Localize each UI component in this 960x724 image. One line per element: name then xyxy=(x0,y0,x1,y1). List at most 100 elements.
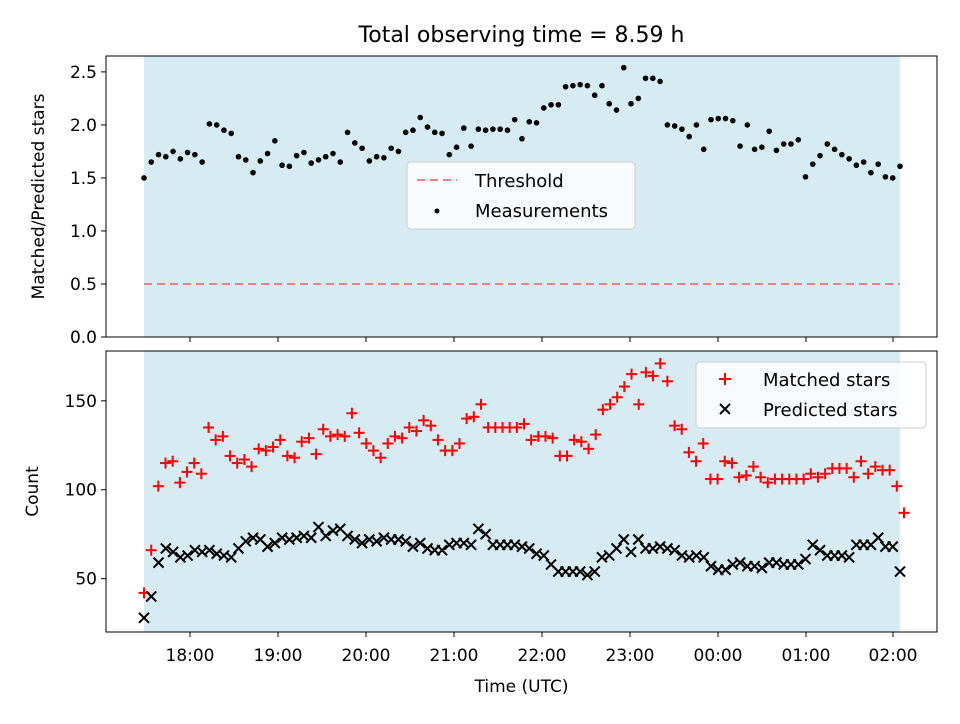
matched-stars-series xyxy=(138,357,910,599)
measurement-point xyxy=(352,140,358,146)
matched-star-point xyxy=(884,464,896,476)
measurement-point xyxy=(402,129,409,136)
measurement-point xyxy=(737,143,743,149)
matched-star-point xyxy=(410,425,422,437)
matched-star-point xyxy=(375,452,387,464)
measurement-point xyxy=(613,107,620,113)
predicted-star-point xyxy=(792,558,804,571)
measurement-point xyxy=(373,153,380,160)
measurement-point xyxy=(235,153,242,160)
matched-star-point xyxy=(310,448,322,460)
measurement-point xyxy=(410,127,416,134)
matched-star-point xyxy=(432,434,444,446)
measurement-point xyxy=(453,144,460,150)
predicted-star-point xyxy=(349,533,361,546)
measurement-point xyxy=(562,83,569,90)
measurement-point xyxy=(570,82,576,89)
matched-star-point xyxy=(203,421,215,433)
predicted-star-point xyxy=(138,612,150,624)
matched-star-point xyxy=(654,357,666,369)
matched-star-point xyxy=(396,432,408,444)
matched-star-point xyxy=(231,457,243,469)
measurement-point xyxy=(322,153,329,160)
matched-star-point xyxy=(382,437,394,449)
matched-star-point xyxy=(511,421,523,433)
predicted-star-point xyxy=(538,549,550,562)
top-x-ticks xyxy=(189,337,894,342)
matched-star-point xyxy=(669,420,681,432)
measurement-point xyxy=(446,151,453,158)
bottom-y-tick-label: 150 xyxy=(65,392,97,412)
matched-star-point xyxy=(626,368,638,380)
top-legend: Threshold Measurements xyxy=(406,161,636,230)
top-y-tick-label: 2.0 xyxy=(70,116,97,136)
measurement-point xyxy=(548,101,554,108)
predicted-star-point xyxy=(225,551,237,564)
predicted-star-point xyxy=(472,523,485,535)
measurement-point xyxy=(504,127,511,134)
matched-star-point xyxy=(518,418,530,430)
measurement-point xyxy=(461,125,467,131)
matched-star-point xyxy=(461,413,473,425)
matched-star-point xyxy=(152,480,164,492)
matched-star-point xyxy=(188,457,200,469)
matched-star-point xyxy=(819,468,831,480)
x-tick-label: 19:00 xyxy=(254,646,303,666)
predicted-star-point xyxy=(698,551,710,564)
measurement-point xyxy=(773,147,780,154)
measurement-point xyxy=(526,118,533,125)
matched-star-point xyxy=(224,450,236,462)
predicted-star-point xyxy=(312,521,325,533)
measurement-point xyxy=(606,100,613,107)
measurement-point xyxy=(853,162,860,169)
predicted-star-point xyxy=(668,544,681,556)
matched-star-point xyxy=(167,455,179,467)
predicted-star-point xyxy=(807,539,819,551)
matched-star-point xyxy=(647,370,659,382)
predicted-star-point xyxy=(341,530,354,542)
predicted-star-point xyxy=(479,528,492,540)
measurement-point xyxy=(257,158,264,164)
matched-star-point xyxy=(733,471,745,483)
measurement-point xyxy=(555,101,562,108)
measurement-point xyxy=(439,130,445,137)
predicted-star-point xyxy=(625,546,637,558)
measurement-point xyxy=(293,152,300,159)
measurement-point xyxy=(308,160,314,166)
matched-star-point xyxy=(762,477,774,489)
measurement-point xyxy=(817,152,823,159)
predicted-stars-series xyxy=(138,521,906,624)
matched-star-point xyxy=(618,381,630,393)
legend-threshold-label: Threshold xyxy=(474,171,564,192)
measurement-point xyxy=(664,122,671,128)
measurement-point xyxy=(788,141,794,147)
matched-star-point xyxy=(683,446,695,458)
measurement-point xyxy=(337,159,344,165)
x-tick-label: 23:00 xyxy=(606,646,655,666)
matched-star-point xyxy=(848,471,860,483)
predicted-star-point xyxy=(632,533,645,546)
matched-star-point xyxy=(303,432,315,444)
measurement-point xyxy=(344,129,351,136)
x-tick-label: 00:00 xyxy=(694,646,743,666)
measurement-point xyxy=(141,175,147,181)
predicted-star-point xyxy=(588,565,601,578)
measurement-point xyxy=(511,116,518,123)
chart-title: Total observing time = 8.59 h xyxy=(358,23,685,48)
matched-star-point xyxy=(339,430,351,442)
measurement-point xyxy=(221,127,227,134)
matched-star-point xyxy=(274,434,286,446)
x-tick-label: 18:00 xyxy=(166,646,215,666)
matched-star-point xyxy=(296,436,308,448)
measurement-point xyxy=(301,149,307,156)
matched-star-point xyxy=(712,473,724,485)
matched-star-point xyxy=(253,443,265,455)
predicted-star-point xyxy=(399,535,412,548)
predicted-star-point xyxy=(269,537,281,549)
matched-star-point xyxy=(611,391,623,403)
matched-star-point xyxy=(289,452,301,464)
x-tick-label: 21:00 xyxy=(430,646,479,666)
matched-star-point xyxy=(195,468,207,480)
measurement-point xyxy=(424,124,431,130)
measurement-point xyxy=(577,81,583,88)
